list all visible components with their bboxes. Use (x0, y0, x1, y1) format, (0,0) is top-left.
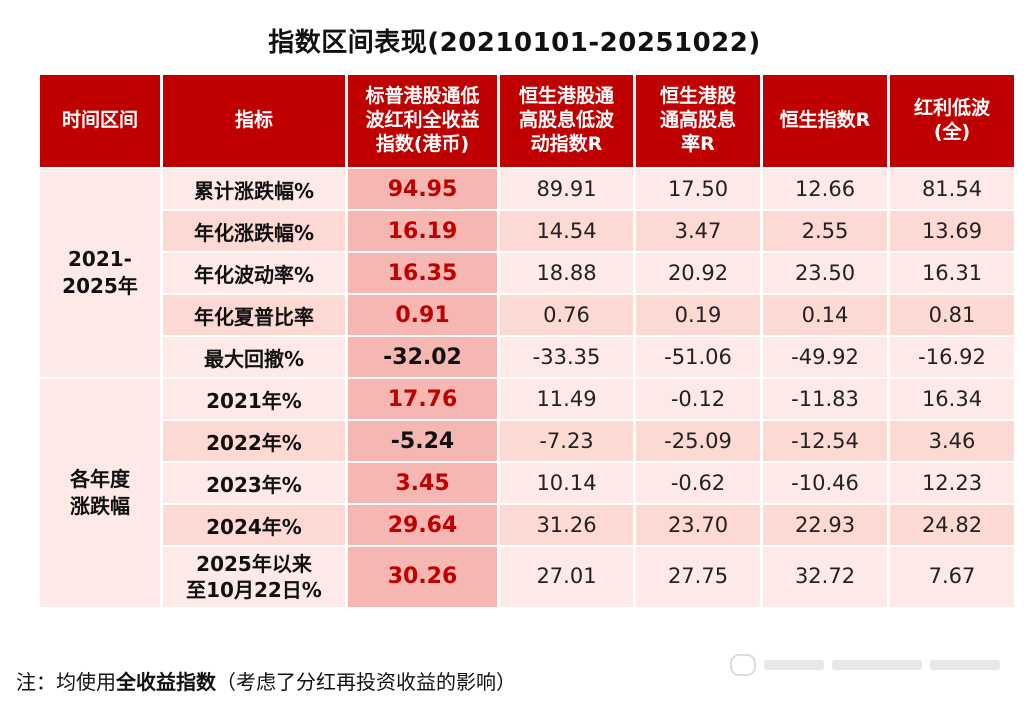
header-metric: 指标 (163, 75, 345, 167)
value-cell: 23.50 (763, 253, 887, 293)
value-cell-highlight: 94.95 (348, 169, 497, 209)
row-label: 2021年% (163, 379, 345, 419)
header-hs-highdiv: 恒生港股 通高股息 率R (636, 75, 760, 167)
value-cell: 17.50 (636, 169, 760, 209)
header-dividend-lowvol: 红利低波 (全) (890, 75, 1014, 167)
row-label: 年化涨跌幅% (163, 211, 345, 251)
value-cell: 24.82 (890, 505, 1014, 545)
value-cell: 20.92 (636, 253, 760, 293)
wechat-icon (730, 654, 756, 676)
performance-table: 时间区间 指标 标普港股通低 波红利全收益 指数(港币) 恒生港股通 高股息低波 动指数… (37, 73, 1017, 609)
footnote-bold: 全收益指数 (116, 670, 216, 694)
watermark (730, 650, 1005, 680)
value-cell: 18.88 (500, 253, 633, 293)
value-cell: 22.93 (763, 505, 887, 545)
value-cell: 0.14 (763, 295, 887, 335)
value-cell: 11.49 (500, 379, 633, 419)
row-label: 2025年以来 至10月22日% (163, 547, 345, 607)
table-row: 2025年以来 至10月22日% 30.26 27.01 27.75 32.72 … (40, 547, 1014, 607)
value-cell: 12.66 (763, 169, 887, 209)
row-label: 最大回撤% (163, 337, 345, 377)
header-sp-lowvol-dividend: 标普港股通低 波红利全收益 指数(港币) (348, 75, 497, 167)
value-cell: 27.01 (500, 547, 633, 607)
value-cell-highlight: -5.24 (348, 421, 497, 461)
table-row: 年化涨跌幅% 16.19 14.54 3.47 2.55 13.69 (40, 211, 1014, 251)
value-cell: -12.54 (763, 421, 887, 461)
value-cell: 23.70 (636, 505, 760, 545)
value-cell: 89.91 (500, 169, 633, 209)
value-cell-highlight: 17.76 (348, 379, 497, 419)
value-cell: 10.14 (500, 463, 633, 503)
value-cell: 0.76 (500, 295, 633, 335)
table-row: 年化波动率% 16.35 18.88 20.92 23.50 16.31 (40, 253, 1014, 293)
value-cell: 7.67 (890, 547, 1014, 607)
row-label: 年化波动率% (163, 253, 345, 293)
footnote: 注：均使用全收益指数（考虑了分红再投资收益的影响） (16, 666, 516, 695)
value-cell-highlight: 29.64 (348, 505, 497, 545)
value-cell: -51.06 (636, 337, 760, 377)
value-cell-highlight: 3.45 (348, 463, 497, 503)
footnote-prefix: 注：均使用 (16, 670, 116, 694)
value-cell: 32.72 (763, 547, 887, 607)
value-cell: -0.62 (636, 463, 760, 503)
value-cell: 27.75 (636, 547, 760, 607)
row-label: 年化夏普比率 (163, 295, 345, 335)
value-cell: 3.47 (636, 211, 760, 251)
value-cell: 0.19 (636, 295, 760, 335)
value-cell: 2.55 (763, 211, 887, 251)
value-cell: -0.12 (636, 379, 760, 419)
value-cell: -10.46 (763, 463, 887, 503)
value-cell-highlight: 0.91 (348, 295, 497, 335)
table-title: 指数区间表现(20210101-20251022) (268, 28, 761, 58)
value-cell: 81.54 (890, 169, 1014, 209)
table-row: 2022年% -5.24 -7.23 -25.09 -12.54 3.46 (40, 421, 1014, 461)
watermark-blur (764, 660, 824, 670)
header-hsi: 恒生指数R (763, 75, 887, 167)
table-row: 2023年% 3.45 10.14 -0.62 -10.46 12.23 (40, 463, 1014, 503)
watermark-blur (930, 660, 1000, 670)
value-cell: 12.23 (890, 463, 1014, 503)
table-row: 各年度 涨跌幅 2021年% 17.76 11.49 -0.12 -11.83 1… (40, 379, 1014, 607)
group-label-annual: 各年度 涨跌幅 (40, 379, 160, 607)
value-cell: 13.69 (890, 211, 1014, 251)
value-cell: -33.35 (500, 337, 633, 377)
header-row: 时间区间 指标 标普港股通低 波红利全收益 指数(港币) 恒生港股通 高股息低波 动指数… (40, 75, 1014, 167)
row-label: 2024年% (163, 505, 345, 545)
value-cell-highlight: -32.02 (348, 337, 497, 377)
value-cell: 0.81 (890, 295, 1014, 335)
value-cell-highlight: 30.26 (348, 547, 497, 607)
footnote-suffix: （考虑了分红再投资收益的影响） (216, 670, 516, 694)
table-row: 年化夏普比率 0.91 0.76 0.19 0.14 0.81 (40, 295, 1014, 335)
value-cell: 31.26 (500, 505, 633, 545)
value-cell: 3.46 (890, 421, 1014, 461)
value-cell: -16.92 (890, 337, 1014, 377)
value-cell: 16.34 (890, 379, 1014, 419)
table-row: 2024年% 29.64 31.26 23.70 22.93 24.82 (40, 505, 1014, 545)
header-hs-highdiv-lowvol: 恒生港股通 高股息低波 动指数R (500, 75, 633, 167)
value-cell: 14.54 (500, 211, 633, 251)
value-cell: 16.31 (890, 253, 1014, 293)
watermark-blur (832, 660, 922, 670)
value-cell-highlight: 16.35 (348, 253, 497, 293)
table-row: 最大回撤% -32.02 -33.35 -51.06 -49.92 -16.92 (40, 337, 1014, 377)
value-cell: -11.83 (763, 379, 887, 419)
value-cell: -7.23 (500, 421, 633, 461)
value-cell: -25.09 (636, 421, 760, 461)
value-cell: -49.92 (763, 337, 887, 377)
header-time-range: 时间区间 (40, 75, 160, 167)
table-row: 2021- 2025年 累计涨跌幅% 94.95 89.91 17.50 12.6… (40, 169, 1014, 377)
value-cell-highlight: 16.19 (348, 211, 497, 251)
group-label-2021-2025: 2021- 2025年 (40, 169, 160, 377)
row-label: 2022年% (163, 421, 345, 461)
row-label: 2023年% (163, 463, 345, 503)
row-label: 累计涨跌幅% (163, 169, 345, 209)
